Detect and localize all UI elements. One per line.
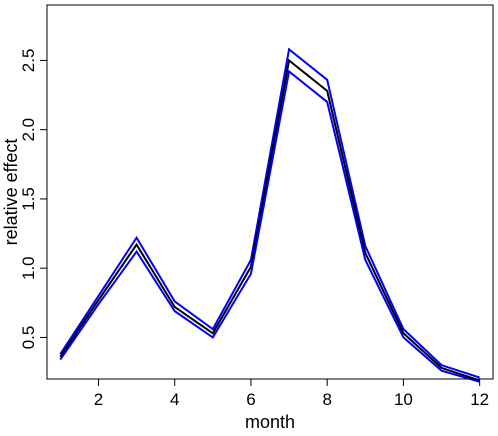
series-line-3 — [59, 69, 480, 383]
y-tick-label: 0.5 — [19, 326, 38, 350]
series-line-1 — [59, 47, 480, 379]
x-tick-label: 2 — [94, 390, 103, 409]
y-tick-label: 1.5 — [19, 187, 38, 211]
series-line-2 — [59, 58, 480, 382]
y-axis-title: relative effect — [1, 139, 21, 246]
x-axis: 2 4 6 8 10 12 — [94, 378, 489, 409]
plot-frame — [46, 4, 494, 380]
x-tick-label: 4 — [170, 390, 179, 409]
y-tick-label: 2.0 — [19, 118, 38, 142]
y-tick-label: 2.5 — [19, 49, 38, 73]
x-axis-title: month — [245, 412, 295, 432]
x-tick-label: 8 — [322, 390, 331, 409]
y-axis: 0.5 1.0 1.5 2.0 2.5 — [19, 49, 48, 350]
series-layer — [59, 47, 480, 383]
x-tick-label: 12 — [470, 390, 489, 409]
y-tick-label: 1.0 — [19, 256, 38, 280]
x-tick-label: 6 — [246, 390, 255, 409]
x-tick-label: 10 — [394, 390, 413, 409]
